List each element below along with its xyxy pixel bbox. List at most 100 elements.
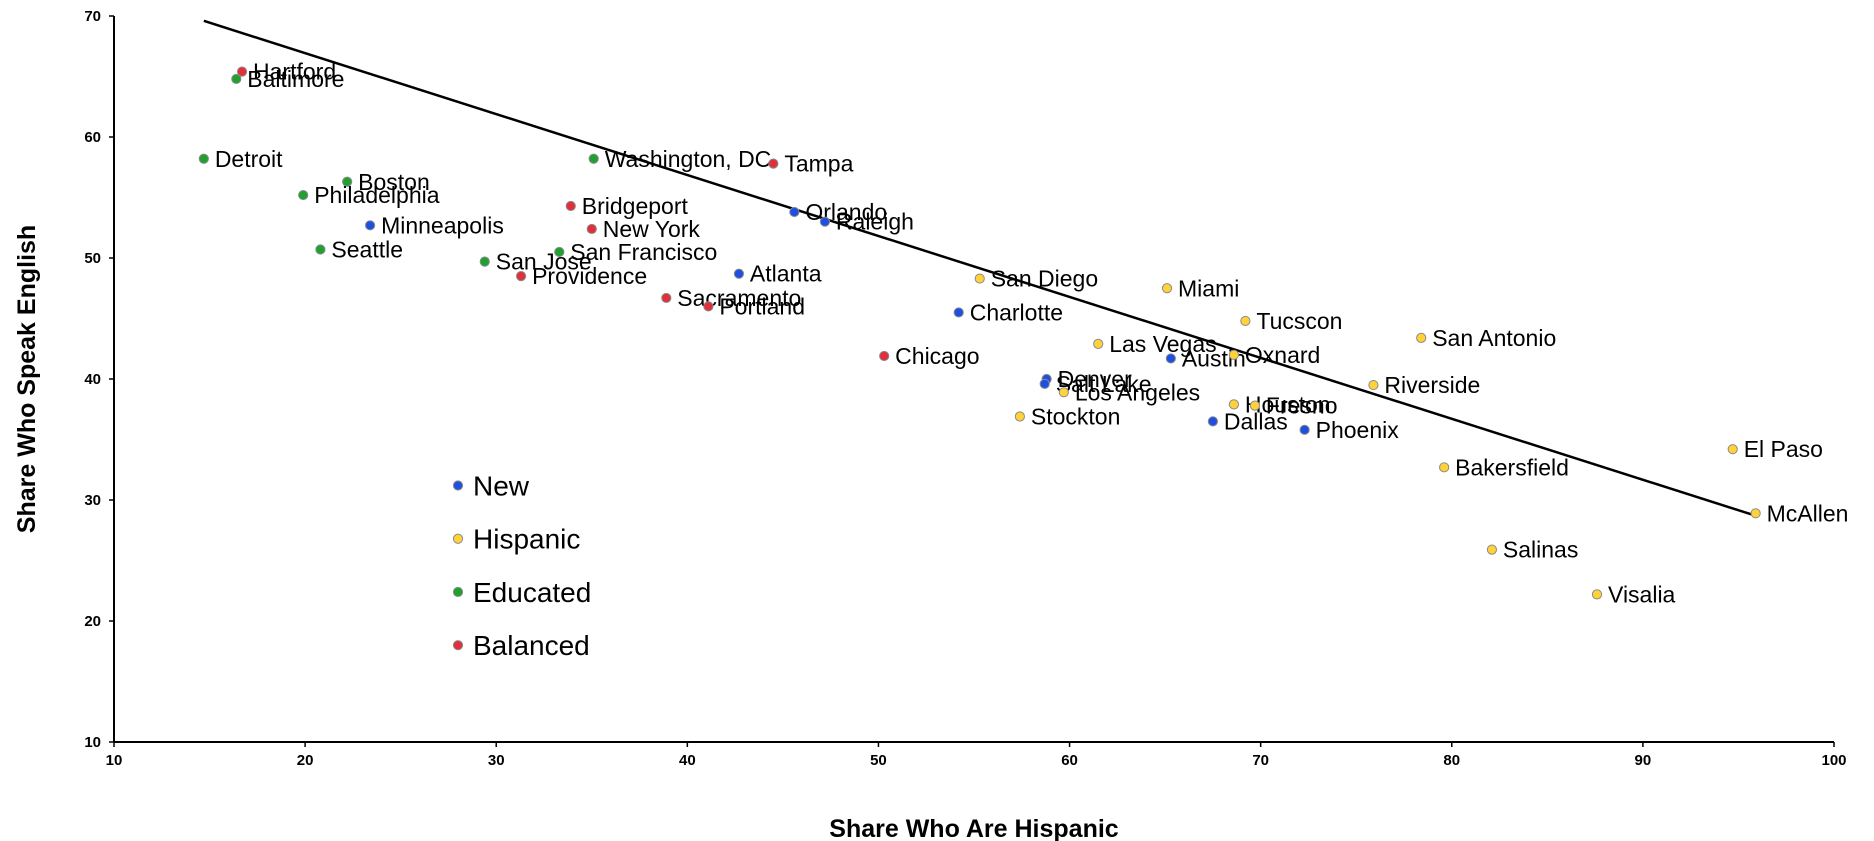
point-boston [342,176,353,187]
point-houston [1228,399,1240,410]
x-tick-label: 100 [1821,752,1846,769]
legend-label-balanced: Balanced [473,630,590,661]
point-philadelphia [298,189,309,201]
point-detroit [198,153,209,164]
y-tick-label: 20 [84,613,101,630]
point-salinas [1486,544,1498,555]
point-label-salinas: Salinas [1503,537,1578,563]
point-label-oxnard: Oxnard [1245,342,1320,368]
point-label-seattle: Seattle [331,237,403,263]
y-tick-label: 50 [84,250,101,267]
legend-marker-educated [452,586,464,598]
point-label-raleigh: Raleigh [836,209,914,235]
y-axis-title: Share Who Speak English [13,225,41,533]
point-miami [1161,283,1173,294]
point-label-miami: Miami [1178,275,1239,301]
point-salt-lake [1039,378,1050,389]
point-sacramento [661,292,672,304]
point-label-washington-dc: Washington, DC [605,146,772,172]
point-label-san-jose: San Jose [496,249,592,275]
point-los-angeles [1058,387,1069,398]
legend-marker-hispanic [452,533,464,544]
point-label-atlanta: Atlanta [750,261,822,287]
point-label-denver: Denver [1058,366,1132,392]
point-label-las-vegas: Las Vegas [1109,331,1216,357]
point-austin [1165,353,1176,364]
point-mcallen [1750,508,1761,519]
point-atlanta [733,268,745,279]
point-las-vegas [1093,338,1104,350]
point-orlando [789,206,800,218]
point-washington-dc [588,153,599,164]
legend-marker-balanced [452,640,464,651]
point-label-providence: Providence [532,263,647,289]
point-visalia [1591,589,1603,600]
point-san-antonio [1416,332,1427,343]
point-fresno [1249,400,1261,411]
y-tick-label: 40 [84,371,101,388]
point-label-fresno: Fresno [1266,393,1338,419]
point-label-dallas: Dallas [1224,408,1288,434]
point-oxnard [1228,349,1240,360]
point-label-los-angeles: Los Angeles [1075,379,1200,405]
point-dallas [1207,416,1218,427]
point-san-francisco [554,246,565,258]
legend: New Hispanic Educated Balanced [452,470,591,661]
point-new-york [586,223,597,235]
point-label-chicago: Chicago [895,343,979,369]
point-label-stockton: Stockton [1031,404,1121,430]
point-label-sacramento: Sacramento [677,285,801,311]
x-tick-label: 50 [870,752,887,769]
y-tick-label: 30 [84,492,101,509]
point-raleigh [819,216,831,227]
point-label-minneapolis: Minneapolis [381,212,504,238]
point-charlotte [953,307,964,318]
legend-label-educated: Educated [473,577,591,608]
point-label-visalia: Visalia [1608,581,1676,607]
x-tick-label: 40 [679,752,696,769]
x-axis-title: Share Who Are Hispanic [829,815,1119,841]
x-tick-label: 10 [106,752,123,769]
trendline [203,19,1757,517]
point-chicago [879,350,890,362]
point-label-san-antonio: San Antonio [1432,325,1556,351]
legend-label-new: New [473,470,530,501]
point-baltimore [231,73,242,85]
point-label-tucscon: Tucscon [1256,308,1342,334]
legend-label-hispanic: Hispanic [473,524,580,555]
x-tick-label: 60 [1061,752,1078,769]
y-tick-label: 60 [84,129,101,146]
point-hartford [236,66,248,77]
point-san-diego [974,273,985,284]
point-providence [515,271,527,282]
trendline-group [203,19,1757,517]
point-label-bakersfield: Bakersfield [1455,454,1569,480]
point-san-jose [479,256,490,267]
point-label-el-paso: El Paso [1744,436,1823,462]
point-minneapolis [364,220,376,231]
point-label-mcallen: McAllen [1767,500,1849,526]
point-label-salt-lake: Salt Lake [1056,371,1152,397]
point-label-new-york: New York [603,216,701,242]
point-phoenix [1299,424,1310,435]
point-label-bridgeport: Bridgeport [582,193,689,219]
point-label-baltimore: Baltimore [247,66,344,92]
point-label-san-diego: San Diego [991,266,1098,292]
x-tick-label: 70 [1252,752,1269,769]
y-tick-label: 10 [84,734,101,751]
point-tampa [768,158,779,169]
point-seattle [315,244,326,255]
x-tick-label: 30 [488,752,505,769]
point-bridgeport [565,200,576,212]
point-stockton [1014,411,1025,422]
point-riverside [1368,379,1379,391]
x-tick-label: 90 [1635,752,1652,769]
point-bakersfield [1439,462,1450,473]
point-label-charlotte: Charlotte [970,299,1063,325]
point-el-paso [1727,444,1738,455]
point-label-phoenix: Phoenix [1316,417,1400,443]
point-label-riverside: Riverside [1384,372,1480,398]
axes: 10 20 30 40 50 60 70 80 90 100 10 20 30 40 50 60 70 [84,8,1846,769]
